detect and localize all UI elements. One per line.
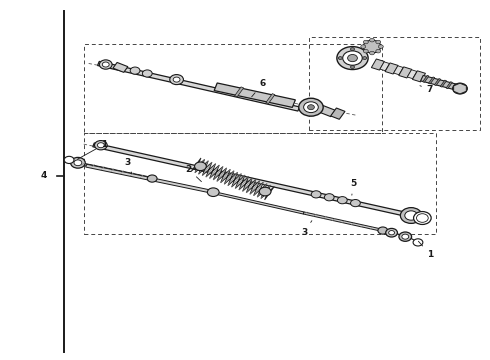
Circle shape <box>350 199 360 207</box>
Circle shape <box>376 40 381 44</box>
Polygon shape <box>98 62 299 111</box>
Circle shape <box>363 40 381 53</box>
Circle shape <box>170 75 183 85</box>
Circle shape <box>102 62 109 67</box>
Circle shape <box>338 197 347 204</box>
Circle shape <box>363 57 367 59</box>
Text: 2: 2 <box>185 165 201 182</box>
Circle shape <box>95 140 107 150</box>
Circle shape <box>378 45 383 48</box>
Circle shape <box>338 57 342 59</box>
Text: 3: 3 <box>124 158 132 173</box>
Polygon shape <box>86 164 216 194</box>
Circle shape <box>311 191 321 198</box>
Circle shape <box>350 48 354 50</box>
Text: 6: 6 <box>252 79 266 97</box>
Polygon shape <box>385 63 398 74</box>
Text: 3: 3 <box>301 221 312 237</box>
Polygon shape <box>81 163 152 180</box>
Circle shape <box>343 51 362 65</box>
Polygon shape <box>399 67 412 78</box>
Polygon shape <box>113 62 128 72</box>
Circle shape <box>361 45 366 48</box>
Circle shape <box>173 77 180 82</box>
Circle shape <box>378 227 388 234</box>
Circle shape <box>147 175 157 182</box>
Circle shape <box>347 54 357 62</box>
Polygon shape <box>331 108 345 119</box>
Text: 5: 5 <box>350 179 356 195</box>
Polygon shape <box>446 82 452 89</box>
Polygon shape <box>266 94 275 103</box>
Circle shape <box>74 160 82 166</box>
Text: 1: 1 <box>418 241 434 259</box>
Polygon shape <box>191 158 274 200</box>
Circle shape <box>405 211 417 220</box>
Text: 1: 1 <box>77 140 107 159</box>
Circle shape <box>414 212 431 225</box>
Circle shape <box>324 194 334 201</box>
Circle shape <box>364 40 368 44</box>
Circle shape <box>389 230 394 235</box>
Circle shape <box>350 66 354 68</box>
Circle shape <box>453 83 467 94</box>
Circle shape <box>64 156 74 163</box>
Circle shape <box>98 143 104 148</box>
Polygon shape <box>303 212 382 231</box>
Circle shape <box>130 67 140 74</box>
Polygon shape <box>423 75 429 82</box>
Polygon shape <box>407 70 417 79</box>
Polygon shape <box>214 83 295 107</box>
Polygon shape <box>380 62 390 71</box>
Circle shape <box>413 239 423 246</box>
Circle shape <box>308 105 315 110</box>
Polygon shape <box>235 87 244 97</box>
Circle shape <box>402 234 409 239</box>
Text: 7: 7 <box>420 85 433 94</box>
Circle shape <box>364 49 368 53</box>
Polygon shape <box>434 78 441 86</box>
Circle shape <box>143 70 152 77</box>
Circle shape <box>399 232 412 241</box>
Circle shape <box>369 39 374 42</box>
Circle shape <box>304 102 318 113</box>
Circle shape <box>337 46 368 69</box>
Circle shape <box>259 187 271 196</box>
Circle shape <box>71 157 85 168</box>
Polygon shape <box>428 77 435 84</box>
Polygon shape <box>440 80 446 87</box>
Polygon shape <box>393 66 403 75</box>
Circle shape <box>299 98 323 116</box>
Circle shape <box>400 208 422 224</box>
Text: 4: 4 <box>41 171 47 180</box>
Circle shape <box>195 162 206 171</box>
Circle shape <box>416 214 428 222</box>
Polygon shape <box>213 192 304 214</box>
Polygon shape <box>454 83 466 94</box>
Polygon shape <box>93 143 422 220</box>
Polygon shape <box>319 105 336 117</box>
Polygon shape <box>420 76 459 90</box>
Polygon shape <box>413 71 425 82</box>
Circle shape <box>386 228 397 237</box>
Circle shape <box>369 51 374 55</box>
Circle shape <box>99 60 112 69</box>
Circle shape <box>376 49 381 53</box>
Circle shape <box>207 188 219 197</box>
Polygon shape <box>371 59 385 70</box>
